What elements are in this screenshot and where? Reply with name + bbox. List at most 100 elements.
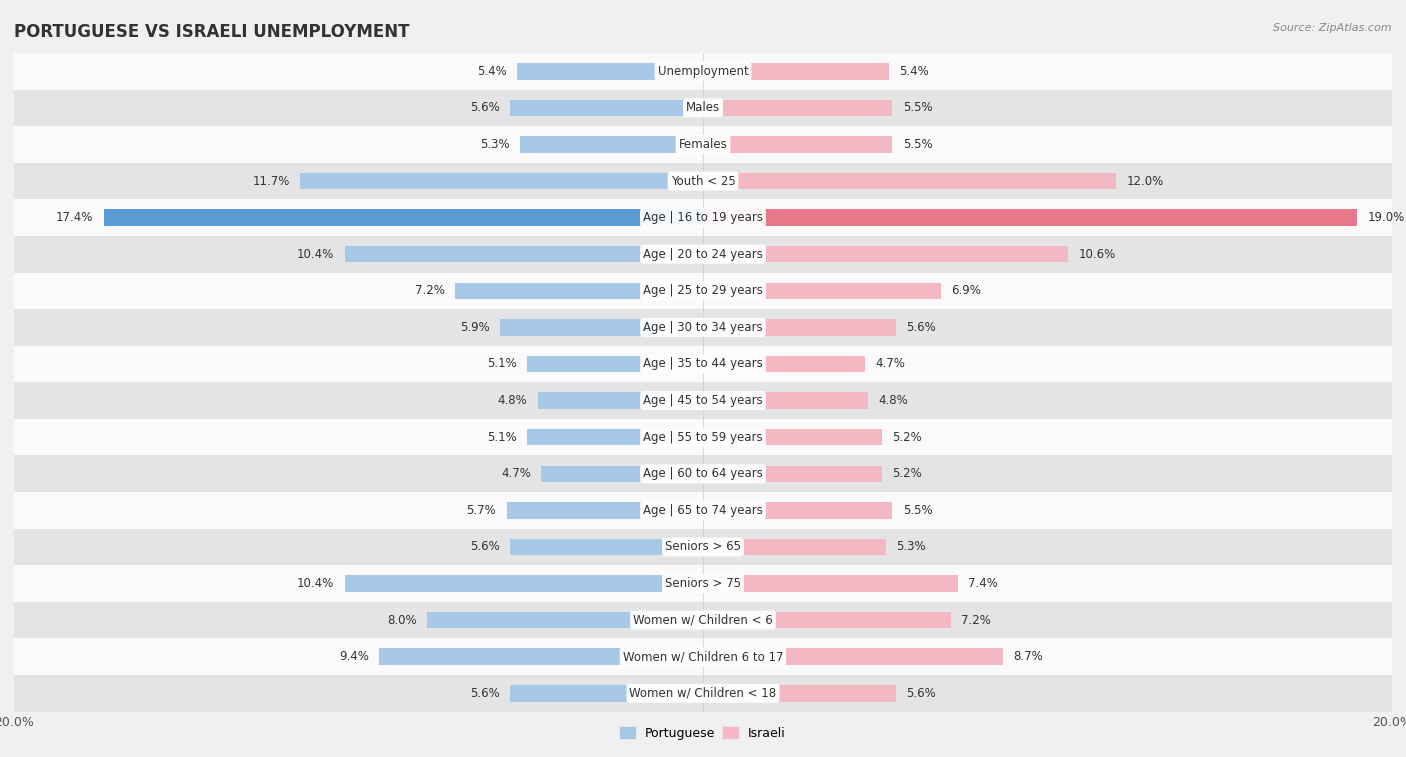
Text: 5.5%: 5.5% xyxy=(903,138,932,151)
Bar xyxy=(703,356,865,372)
Bar xyxy=(14,199,1392,236)
Text: Women w/ Children < 18: Women w/ Children < 18 xyxy=(630,687,776,699)
Bar xyxy=(541,466,703,482)
Bar xyxy=(14,89,1392,126)
Text: Females: Females xyxy=(679,138,727,151)
Bar xyxy=(703,136,893,153)
Bar xyxy=(527,356,703,372)
Text: 4.8%: 4.8% xyxy=(879,394,908,407)
Text: 6.9%: 6.9% xyxy=(950,285,981,298)
Bar xyxy=(344,575,703,592)
Bar xyxy=(14,53,1392,89)
Bar xyxy=(703,502,893,519)
Bar xyxy=(703,246,1069,263)
Text: 5.4%: 5.4% xyxy=(900,65,929,78)
Bar xyxy=(14,528,1392,565)
Text: Age | 55 to 59 years: Age | 55 to 59 years xyxy=(643,431,763,444)
Bar xyxy=(703,429,882,445)
Text: Males: Males xyxy=(686,101,720,114)
Bar xyxy=(703,319,896,335)
Bar xyxy=(510,100,703,116)
Bar xyxy=(14,456,1392,492)
Bar xyxy=(427,612,703,628)
Bar xyxy=(104,210,703,226)
Text: 5.3%: 5.3% xyxy=(896,540,925,553)
Bar xyxy=(703,210,1358,226)
Text: Unemployment: Unemployment xyxy=(658,65,748,78)
Bar xyxy=(510,685,703,702)
Text: 4.8%: 4.8% xyxy=(498,394,527,407)
Text: 5.6%: 5.6% xyxy=(907,321,936,334)
Text: Seniors > 65: Seniors > 65 xyxy=(665,540,741,553)
Bar xyxy=(380,649,703,665)
Text: Age | 30 to 34 years: Age | 30 to 34 years xyxy=(643,321,763,334)
Bar xyxy=(517,63,703,79)
Text: 10.4%: 10.4% xyxy=(297,577,335,590)
Text: 7.4%: 7.4% xyxy=(969,577,998,590)
Text: Age | 16 to 19 years: Age | 16 to 19 years xyxy=(643,211,763,224)
Bar xyxy=(703,282,941,299)
Text: 5.1%: 5.1% xyxy=(488,431,517,444)
Text: 5.4%: 5.4% xyxy=(477,65,506,78)
Bar xyxy=(299,173,703,189)
Text: Women w/ Children < 6: Women w/ Children < 6 xyxy=(633,614,773,627)
Text: 4.7%: 4.7% xyxy=(501,467,531,480)
Bar xyxy=(14,492,1392,528)
Bar xyxy=(506,502,703,519)
Text: 5.2%: 5.2% xyxy=(893,467,922,480)
Bar xyxy=(703,539,886,555)
Bar xyxy=(703,63,889,79)
Text: Age | 35 to 44 years: Age | 35 to 44 years xyxy=(643,357,763,370)
Text: 17.4%: 17.4% xyxy=(56,211,93,224)
Bar xyxy=(703,100,893,116)
Bar xyxy=(510,539,703,555)
Bar xyxy=(703,685,896,702)
Text: 8.0%: 8.0% xyxy=(388,614,418,627)
Bar xyxy=(14,675,1392,712)
Text: 11.7%: 11.7% xyxy=(252,175,290,188)
Bar xyxy=(14,565,1392,602)
Bar xyxy=(703,575,957,592)
Text: Source: ZipAtlas.com: Source: ZipAtlas.com xyxy=(1274,23,1392,33)
Text: 5.7%: 5.7% xyxy=(467,504,496,517)
Bar xyxy=(14,638,1392,675)
Text: 5.5%: 5.5% xyxy=(903,101,932,114)
Bar xyxy=(14,126,1392,163)
Bar xyxy=(14,309,1392,346)
Text: Age | 60 to 64 years: Age | 60 to 64 years xyxy=(643,467,763,480)
Text: 5.2%: 5.2% xyxy=(893,431,922,444)
Legend: Portuguese, Israeli: Portuguese, Israeli xyxy=(616,722,790,745)
Text: 5.6%: 5.6% xyxy=(470,687,499,699)
Text: 10.6%: 10.6% xyxy=(1078,248,1116,260)
Text: 5.5%: 5.5% xyxy=(903,504,932,517)
Bar xyxy=(703,392,869,409)
Bar xyxy=(703,466,882,482)
Text: 5.1%: 5.1% xyxy=(488,357,517,370)
Text: Youth < 25: Youth < 25 xyxy=(671,175,735,188)
Bar xyxy=(520,136,703,153)
Text: PORTUGUESE VS ISRAELI UNEMPLOYMENT: PORTUGUESE VS ISRAELI UNEMPLOYMENT xyxy=(14,23,409,41)
Bar xyxy=(344,246,703,263)
Text: 12.0%: 12.0% xyxy=(1126,175,1164,188)
Bar xyxy=(14,419,1392,456)
Bar xyxy=(456,282,703,299)
Bar xyxy=(499,319,703,335)
Bar xyxy=(537,392,703,409)
Text: 19.0%: 19.0% xyxy=(1368,211,1405,224)
Bar xyxy=(14,236,1392,273)
Text: Age | 20 to 24 years: Age | 20 to 24 years xyxy=(643,248,763,260)
Bar xyxy=(14,163,1392,199)
Text: 5.6%: 5.6% xyxy=(907,687,936,699)
Text: 10.4%: 10.4% xyxy=(297,248,335,260)
Bar xyxy=(703,649,1002,665)
Bar xyxy=(703,173,1116,189)
Text: 5.6%: 5.6% xyxy=(470,540,499,553)
Bar xyxy=(14,382,1392,419)
Text: Age | 25 to 29 years: Age | 25 to 29 years xyxy=(643,285,763,298)
Bar xyxy=(14,602,1392,638)
Bar xyxy=(14,346,1392,382)
Bar xyxy=(14,273,1392,309)
Text: 7.2%: 7.2% xyxy=(962,614,991,627)
Bar xyxy=(703,612,950,628)
Text: 8.7%: 8.7% xyxy=(1012,650,1043,663)
